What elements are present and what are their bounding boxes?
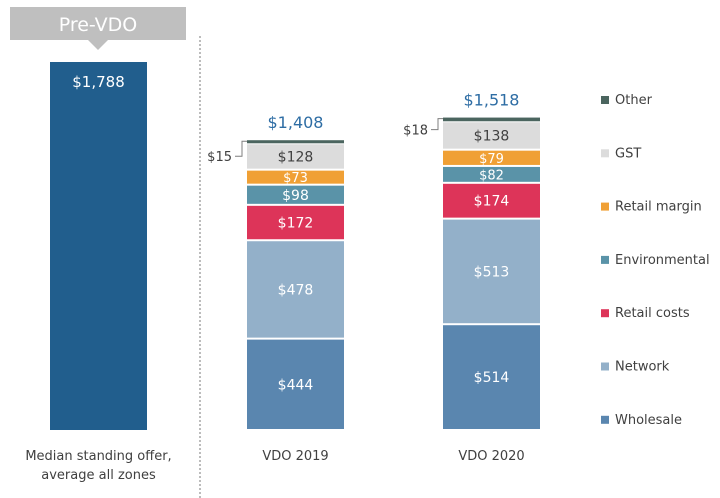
pre-vdo-banner (10, 7, 186, 40)
x-axis-label: VDO 2019 (262, 449, 328, 464)
pre-vdo-banner-label: Pre-VDO (59, 14, 138, 36)
bar-segment-retail-costs (247, 205, 344, 240)
x-axis-label: VDO 2020 (458, 449, 524, 464)
bar-segment-wholesale (247, 339, 344, 429)
bar-segment-environmental (247, 185, 344, 204)
x-axis-label: Median standing offer, (25, 449, 171, 464)
legend-item-wholesale: Wholesale (615, 413, 682, 428)
segment-label: $514 (474, 370, 510, 386)
legend-swatch-icon (601, 255, 609, 264)
segment-label: $444 (278, 377, 314, 393)
bar-segment-retail-costs (443, 183, 540, 218)
segment-label: $128 (278, 149, 314, 165)
bar-segment-network (443, 219, 540, 324)
segment-label: $73 (283, 171, 308, 186)
segment-label-other: $15 (207, 150, 232, 165)
legend-swatch-icon (601, 96, 609, 104)
bar-label-pre-vdo: $1,788 (72, 73, 125, 91)
segment-label: $513 (474, 264, 510, 280)
callout-line (431, 118, 443, 131)
legend-item-network: Network (615, 360, 670, 375)
bar-segment-retail-margin (443, 150, 540, 165)
callout-line (235, 140, 247, 157)
legend-item-other: Other (615, 93, 653, 108)
bar-segment-environmental (443, 166, 540, 182)
segment-label: $82 (479, 168, 504, 183)
banner-arrow-icon (88, 40, 108, 50)
total-label: $1,408 (268, 113, 324, 132)
bar-segment-other (247, 140, 344, 144)
segment-label: $138 (474, 128, 510, 144)
bar-pre-vdo (50, 62, 147, 430)
segment-label: $98 (282, 188, 309, 204)
legend-item-gst: GST (615, 146, 641, 161)
legend-item-environmental: Environmental (615, 253, 710, 268)
x-axis-label: average all zones (41, 468, 156, 483)
bar-segment-gst (443, 122, 540, 149)
legend-swatch-icon (601, 309, 609, 318)
legend-swatch-icon (601, 362, 609, 371)
bar-segment-wholesale (443, 325, 540, 429)
bar-segment-network (247, 241, 344, 338)
segment-label-other: $18 (403, 124, 428, 139)
legend-swatch-icon (601, 202, 609, 211)
segment-label: $172 (278, 216, 314, 232)
legend-swatch-icon (601, 149, 609, 158)
bar-segment-other (443, 117, 540, 122)
segment-label: $174 (474, 194, 510, 210)
segment-label: $79 (479, 152, 504, 167)
segment-label: $478 (278, 282, 314, 298)
bar-segment-gst (247, 144, 344, 169)
legend-swatch-icon (601, 415, 609, 424)
legend-item-retail-costs: Retail costs (615, 306, 690, 321)
total-label: $1,518 (464, 91, 520, 110)
bar-segment-retail-margin (247, 170, 344, 184)
legend-item-retail-margin: Retail margin (615, 200, 702, 215)
